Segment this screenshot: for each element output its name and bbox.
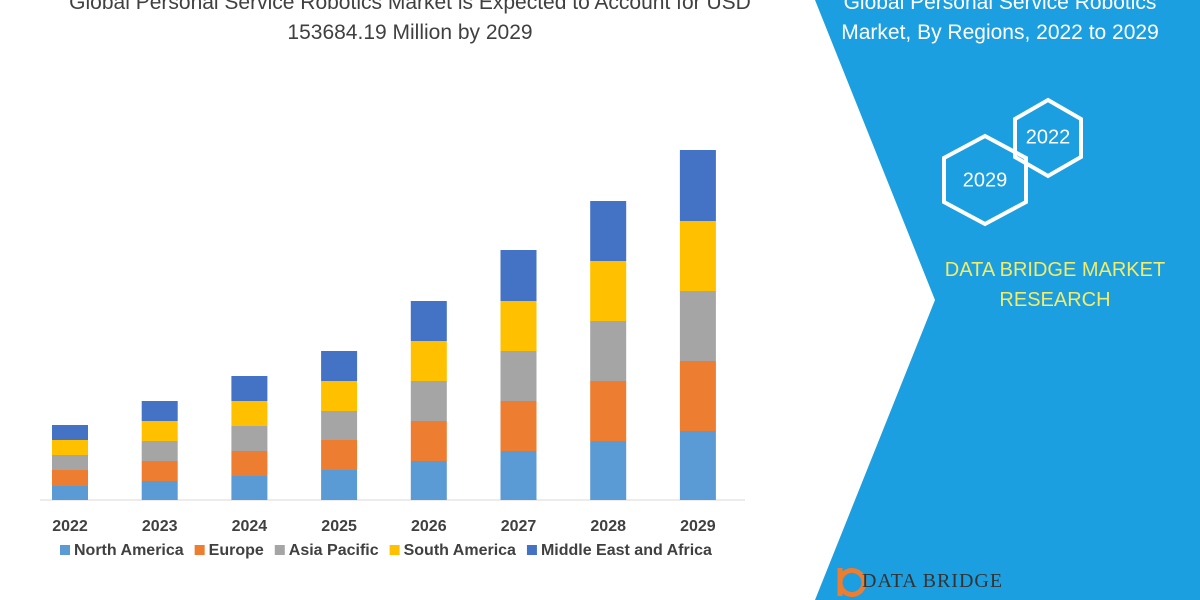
bar-segment (231, 401, 268, 426)
legend-label: North America (74, 542, 184, 559)
bar-segment (410, 421, 447, 461)
bar-segment (679, 291, 716, 361)
bar-segment (410, 301, 447, 341)
x-tick-label: 2023 (142, 518, 178, 535)
bar-segment (52, 425, 88, 440)
bar-segment (52, 440, 88, 455)
x-tick-label: 2029 (680, 518, 716, 535)
side-panel (815, 0, 1200, 600)
bar-segment (321, 351, 358, 381)
bar-segment (410, 381, 447, 421)
hexagon (1013, 97, 1083, 179)
bar-segment (679, 221, 716, 291)
bar-segment (410, 461, 447, 500)
bar-segment (500, 250, 537, 301)
bar-segment (52, 455, 88, 470)
bar-segment (500, 301, 537, 351)
bar-segment (679, 150, 716, 221)
bar-segment (141, 421, 178, 441)
bar-segment (141, 481, 178, 500)
legend-label: Middle East and Africa (541, 542, 712, 559)
bar-segment (500, 451, 537, 500)
legend-label: Europe (209, 542, 264, 559)
logo-icon (837, 568, 867, 597)
bar-segment (500, 401, 537, 451)
bar-segment (500, 351, 537, 401)
bar-segment (590, 321, 627, 381)
bar-segment (231, 376, 268, 401)
legend-swatch (389, 545, 400, 555)
legend-label: South America (404, 542, 516, 559)
bar-segment (321, 470, 358, 500)
hexagon (942, 133, 1028, 227)
bar-segment (141, 401, 178, 421)
bar-segment (231, 426, 268, 451)
bar-segment (321, 440, 358, 470)
x-tick-label: 2025 (321, 518, 357, 535)
bar-segment (590, 261, 627, 321)
panel-title: Global Personal Service Robotics Market,… (841, 0, 1159, 44)
x-tick-label: 2022 (52, 518, 88, 535)
legend-swatch (60, 545, 70, 555)
brand: DATA BRIDGE MARKET RESEARCH (944, 259, 1166, 311)
bar-segment (679, 431, 716, 500)
bar-segment (590, 201, 627, 261)
bar-segment (590, 381, 627, 441)
hexagon-label: 2029 (963, 169, 1008, 191)
chart-title: Global Personal Service Robotics Market … (69, 0, 751, 44)
legend-label: Asia Pacific (289, 542, 379, 559)
x-tick-label: 2027 (501, 518, 537, 535)
hexagon-label: 2022 (1026, 126, 1071, 148)
legend-swatch (526, 545, 537, 555)
legend-swatch (194, 545, 205, 555)
bar-segment (141, 441, 178, 461)
bar-segment (590, 441, 627, 500)
bar-segment (141, 461, 178, 481)
bar-segment (52, 486, 88, 500)
bar-segment (321, 411, 358, 440)
x-tick-label: 2026 (411, 518, 447, 535)
legend-swatch (274, 545, 285, 555)
x-tick-label: 2028 (590, 518, 626, 535)
bar-segment (321, 381, 358, 411)
logo-text: DATA BRIDGE (862, 570, 1004, 592)
bar-segment (679, 361, 716, 431)
bar-segment (52, 470, 88, 486)
x-tick-label: 2024 (232, 518, 268, 535)
bar-segment (231, 476, 268, 500)
bar-segment (231, 451, 268, 476)
bar-segment (410, 341, 447, 381)
